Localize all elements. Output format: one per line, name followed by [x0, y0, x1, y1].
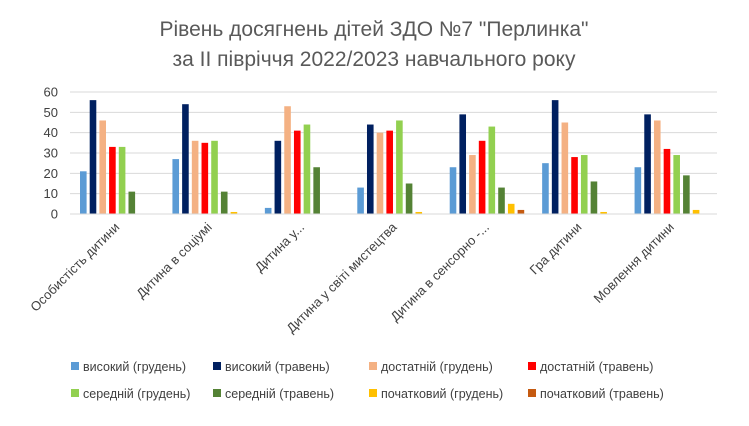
bar — [663, 148, 671, 214]
bar — [405, 183, 413, 214]
bar — [478, 140, 486, 214]
bar — [366, 124, 374, 214]
legend-swatch — [71, 362, 79, 370]
bar — [376, 132, 384, 214]
legend-swatch — [528, 389, 536, 397]
bar — [211, 140, 218, 214]
legend-label: середній (травень) — [225, 387, 334, 401]
legend-label: високий (травень) — [225, 360, 330, 374]
bar — [230, 211, 238, 214]
bar — [507, 203, 515, 214]
bar — [653, 120, 661, 214]
legend-swatch — [71, 389, 79, 397]
y-axis-ticks: 0 10 20 30 40 50 60 — [44, 85, 58, 222]
bar — [220, 191, 228, 214]
bar — [128, 191, 136, 214]
legend-label: початковий (грудень) — [381, 387, 503, 401]
bar — [386, 130, 393, 214]
y-tick-label: 30 — [44, 146, 58, 161]
legend: високий (грудень) високий (травень) достат… — [71, 360, 664, 401]
bar — [580, 155, 588, 214]
bar — [293, 130, 301, 214]
bar — [600, 211, 607, 214]
legend-swatch — [213, 389, 221, 397]
y-tick-label: 50 — [44, 105, 58, 120]
bar — [459, 114, 467, 214]
bar — [551, 100, 559, 214]
legend-swatch — [213, 362, 221, 370]
bar — [542, 163, 549, 214]
bar — [571, 157, 578, 214]
legend-label: достатній (грудень) — [381, 360, 493, 374]
legend-label: достатній (травень) — [540, 360, 653, 374]
bar — [191, 140, 199, 214]
bar — [517, 209, 525, 214]
bar — [172, 159, 180, 214]
bar — [673, 155, 680, 214]
bar — [109, 146, 116, 214]
legend-label: початковий (травень) — [540, 387, 664, 401]
bar — [488, 126, 496, 214]
bar — [449, 167, 457, 214]
bars — [80, 100, 700, 214]
bar — [469, 155, 476, 214]
bar — [692, 209, 700, 214]
bar — [498, 187, 505, 214]
bar — [644, 114, 651, 214]
bar — [396, 120, 403, 214]
bar — [274, 140, 282, 214]
y-tick-label: 40 — [44, 125, 58, 140]
bar — [415, 211, 423, 214]
legend-swatch — [528, 362, 536, 370]
bar — [590, 181, 598, 214]
bar — [357, 187, 364, 214]
bar — [634, 167, 642, 214]
bar — [561, 122, 569, 214]
bar — [182, 104, 189, 214]
bar — [683, 175, 690, 214]
bar — [99, 120, 106, 214]
chart-title-line-2: за ІІ півріччя 2022/2023 навчального рок… — [173, 48, 576, 71]
legend-swatch — [369, 362, 377, 370]
legend-label: середній (грудень) — [83, 387, 190, 401]
bar — [118, 146, 126, 214]
bar — [313, 167, 320, 214]
bar — [264, 207, 272, 214]
bar — [89, 100, 97, 214]
legend-label: високий (грудень) — [83, 360, 186, 374]
bar — [284, 106, 291, 214]
y-tick-label: 20 — [44, 166, 58, 181]
bar — [201, 142, 209, 214]
y-tick-label: 60 — [44, 85, 58, 100]
chart-title-line-1: Рівень досягнень дітей ЗДО №7 "Перлинка" — [160, 18, 589, 41]
bar — [80, 171, 87, 214]
legend-swatch — [369, 389, 377, 397]
y-tick-label: 10 — [44, 186, 58, 201]
y-tick-label: 0 — [51, 207, 58, 222]
bar — [303, 124, 311, 214]
